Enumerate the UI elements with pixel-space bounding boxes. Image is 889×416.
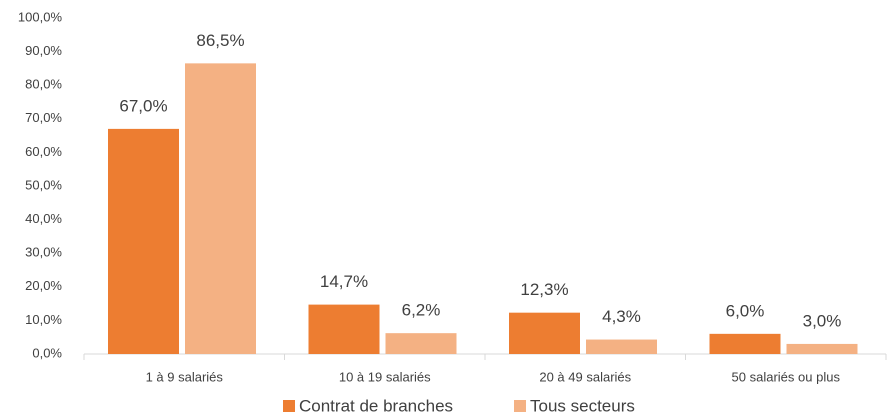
- legend-label: Tous secteurs: [530, 396, 635, 415]
- data-label: 12,3%: [520, 280, 568, 299]
- data-label: 67,0%: [119, 96, 167, 115]
- x-tick-label: 10 à 19 salariés: [339, 369, 431, 384]
- x-tick-label: 20 à 49 salariés: [539, 369, 631, 384]
- y-tick-label: 70,0%: [25, 110, 62, 125]
- data-label: 4,3%: [602, 307, 641, 326]
- y-tick-label: 60,0%: [25, 144, 62, 159]
- bar: [709, 333, 781, 354]
- data-label: 3,0%: [803, 311, 842, 330]
- legend-swatch: [514, 400, 526, 412]
- bar: [586, 339, 657, 354]
- bar: [108, 128, 179, 354]
- bar: [385, 333, 457, 354]
- data-label: 6,2%: [402, 301, 441, 320]
- y-tick-label: 20,0%: [25, 278, 62, 293]
- bar: [509, 312, 580, 354]
- data-label: 6,0%: [726, 301, 765, 320]
- bar: [786, 343, 858, 354]
- y-tick-label: 30,0%: [25, 245, 62, 260]
- legend-swatch: [283, 400, 295, 412]
- x-tick-label: 50 salariés ou plus: [732, 369, 841, 384]
- bar: [308, 304, 380, 354]
- y-tick-label: 10,0%: [25, 312, 62, 327]
- data-label: 14,7%: [320, 272, 368, 291]
- y-tick-label: 100,0%: [18, 9, 63, 24]
- data-label: 86,5%: [196, 31, 244, 50]
- x-tick-label: 1 à 9 salariés: [146, 369, 224, 384]
- y-tick-label: 80,0%: [25, 77, 62, 92]
- y-tick-label: 90,0%: [25, 43, 62, 58]
- y-tick-label: 40,0%: [25, 211, 62, 226]
- legend-label: Contrat de branches: [299, 396, 453, 415]
- y-tick-label: 0,0%: [32, 345, 62, 360]
- bar: [185, 63, 256, 355]
- y-tick-label: 50,0%: [25, 177, 62, 192]
